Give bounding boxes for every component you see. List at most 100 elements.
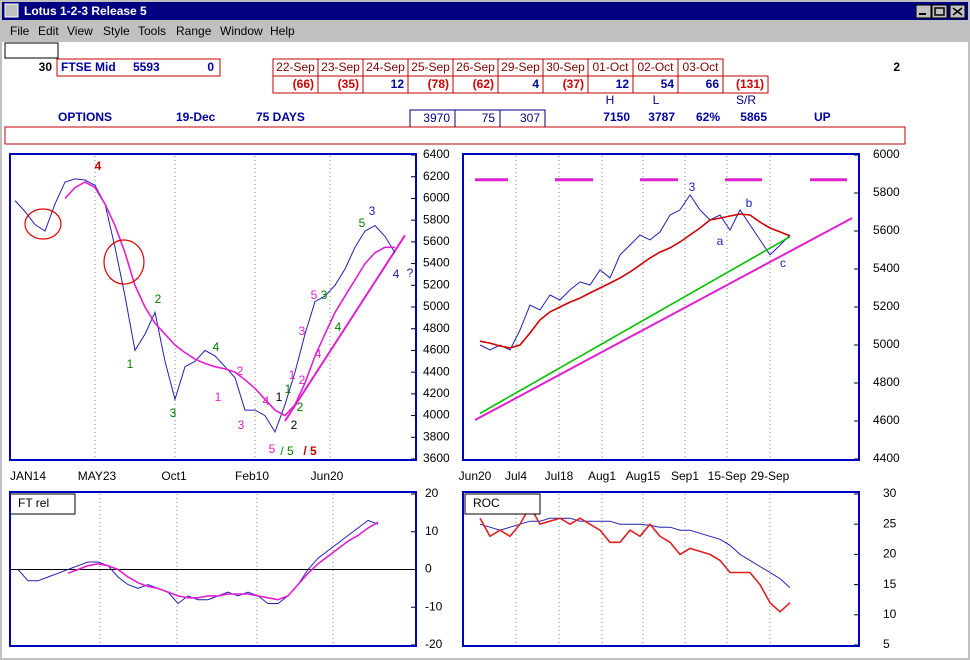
menu-item[interactable]: File [10,24,30,38]
chart: 6400 6200 6000 5800 5600 5400 5200 5000 4800 4600… [9,147,450,483]
date-header: 22-Sep [276,60,315,74]
strike-value: 3970 [423,111,450,125]
menu-item[interactable]: Range [176,24,212,38]
index-name: FTSE Mid [61,60,116,74]
x-tick-label: Aug1 [588,469,616,483]
y-tick-label: 4400 [423,364,450,378]
maximize-glyph [934,7,945,16]
y-tick-label: 5400 [873,261,900,275]
sheet-area [2,42,968,658]
x-tick-label: Jul18 [545,469,574,483]
y-tick-label: -20 [425,637,443,651]
trendline [284,234,406,422]
daily-value: (62) [473,77,494,91]
chart-frame [9,153,417,461]
y-tick-label: 20 [425,486,439,500]
wave-label: 4 [315,347,322,361]
count: 30 [39,60,53,74]
wave-label: 2 [155,292,162,306]
daily-value: 54 [661,77,675,91]
highlight-ellipse [103,239,145,285]
x-tick-label: JAN14 [10,469,46,483]
index-value: 5593 [133,60,160,74]
daily-value: (78) [428,77,449,91]
chart-title: FT rel [18,496,49,510]
y-tick-label: 4800 [423,321,450,335]
y-tick-label: 3600 [423,451,450,465]
y-tick-label: 5600 [873,223,900,237]
x-tick-label: 15-Sep [708,469,747,483]
y-tick-label: 5200 [873,299,900,313]
series-line [479,517,791,588]
x-tick-label: Aug15 [626,469,661,483]
date-header: 03-Oct [682,60,719,74]
y-tick-label: 20 [883,547,897,561]
y-tick-label: 15 [883,577,897,591]
y-tick-label: 5 [883,637,890,651]
menu-item[interactable]: Help [270,24,295,38]
y-tick-label: -10 [425,599,443,613]
options-days: 75 DAYS [256,110,305,124]
daily-value: (37) [563,77,584,91]
series-line [14,178,396,434]
daily-value: (66) [293,77,314,91]
app-icon[interactable] [4,3,19,18]
y-tick-label: 5800 [873,185,900,199]
menu-item[interactable]: Window [220,24,263,38]
wave-label: 2 [291,418,298,432]
chart: 30 25 20 15 10 5 ROC [462,486,897,651]
chart-title-box [464,493,541,515]
daily-value: 12 [616,77,630,91]
wave-label: 2 [299,373,306,387]
series-line [479,213,791,349]
wave-label: 2 [297,400,304,414]
wave-label: 1 [285,382,292,396]
total-cell [722,75,769,94]
trend-value: UP [814,110,831,124]
chart: 6000 5800 5600 5400 5200 5000 4800 4600 4400 Jun2… [459,147,900,483]
x-tick-label: MAY23 [78,469,117,483]
minimize-button[interactable] [915,4,932,19]
chart-title: ROC [473,496,500,510]
wave-label: 3 [369,204,376,218]
y-tick-label: 5000 [873,337,900,351]
message-row [4,126,906,145]
date-header: 26-Sep [456,60,495,74]
menu-item[interactable]: Edit [38,24,59,38]
y-tick-label: 25 [883,516,897,530]
y-tick-label: 10 [425,524,439,538]
sr-label: S/R [736,93,756,107]
options-expiry: 19-Dec [176,110,216,124]
y-tick-label: 5600 [423,234,450,248]
y-tick-label: 4400 [873,451,900,465]
high-value: 7150 [603,110,630,124]
date-header: 23-Sep [321,60,360,74]
chart-frame [9,491,417,647]
date-header: 24-Sep [366,60,405,74]
wave-label: 4 [213,340,220,354]
menu-item[interactable]: Style [103,24,130,38]
daily-value: 4 [532,77,539,91]
cell-input[interactable] [4,42,59,59]
window-title: Lotus 1-2-3 Release 5 [24,4,147,18]
wave-label: / 5 [303,444,317,458]
y-tick-label: 4600 [423,343,450,357]
percent-value: 62% [696,110,720,124]
wave-label: 1 [276,390,283,404]
high-label: H [606,93,615,107]
x-tick-label: Jun20 [311,469,344,483]
wave-label: 1 [215,390,222,404]
menu-item[interactable]: View [67,24,93,38]
menu-item[interactable]: Tools [138,24,166,38]
wave-label: 4 [393,267,400,281]
chart-frame [462,153,860,461]
wave-label: 3 [170,406,177,420]
strike-value: 75 [482,111,496,125]
x-tick-label: 29-Sep [751,469,790,483]
y-tick-label: 6000 [423,191,450,205]
daily-value: 12 [391,77,405,91]
menu-bar [2,21,968,41]
x-tick-label: Sep1 [671,469,699,483]
date-header: 30-Sep [546,60,585,74]
